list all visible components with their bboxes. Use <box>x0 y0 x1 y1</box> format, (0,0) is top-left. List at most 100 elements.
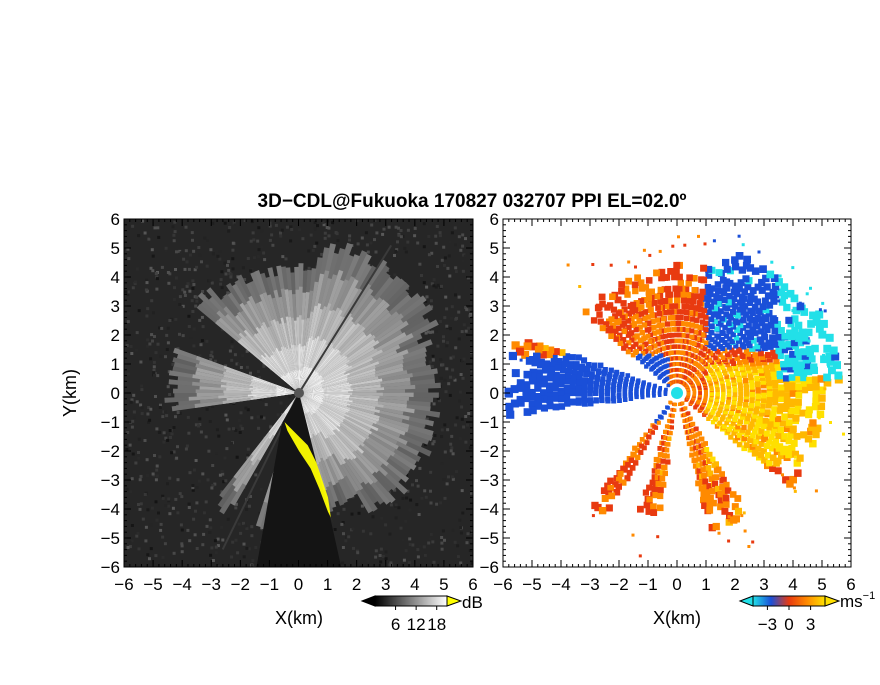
snr-noise-speck <box>223 456 227 460</box>
snr-noise-speck <box>449 356 453 360</box>
velocity-echo-pixel <box>704 391 708 396</box>
velocity-echo-pixel <box>729 358 735 364</box>
snr-noise-speck <box>453 378 457 382</box>
velocity-echo-pixel <box>685 321 691 327</box>
velocity-echo-pixel <box>660 481 667 488</box>
velocity-echo-pixel <box>715 466 722 473</box>
snr-noise-speck <box>269 425 273 429</box>
snr-noise-speck <box>241 354 245 358</box>
velocity-echo-pixel <box>819 319 828 328</box>
velocity-echo-pixel <box>562 355 570 363</box>
velocity-echo-pixel <box>774 320 781 328</box>
velocity-echo-pixel <box>540 404 548 412</box>
snr-noise-speck <box>470 369 473 373</box>
snr-noise-speck <box>223 221 227 225</box>
snr-noise-speck <box>397 506 401 510</box>
snr-noise-speck <box>443 423 447 427</box>
snr-noise-speck <box>191 486 195 490</box>
velocity-echo-pixel <box>671 414 675 418</box>
velocity-echo-pixel <box>783 386 791 393</box>
velocity-echo-pixel <box>661 441 666 446</box>
velocity-echo-pixel <box>663 392 668 396</box>
velocity-echo-pixel <box>774 457 782 465</box>
snr-noise-speck <box>192 327 196 331</box>
snr-noise-speck <box>466 423 469 427</box>
velocity-echo-pixel <box>777 403 784 410</box>
velocity-echo-pixel <box>787 365 794 373</box>
snr-echo-ray <box>284 393 299 412</box>
velocity-echo-pixel <box>729 491 737 498</box>
velocity-echo-pixel <box>733 343 739 349</box>
snr-noise-speck <box>263 258 267 262</box>
snr-noise-speck <box>213 539 217 543</box>
snr-noise-speck <box>463 254 467 258</box>
snr-noise-speck <box>129 345 133 348</box>
velocity-echo-pixel <box>773 358 780 365</box>
snr-noise-speck <box>184 225 188 229</box>
velocity-echo-pixel <box>757 415 764 422</box>
snr-noise-speck <box>145 314 149 318</box>
snr-noise-speck <box>140 412 144 416</box>
velocity-echo-pixel <box>581 394 588 400</box>
velocity-echo-pixel <box>622 386 628 392</box>
velocity-echo-pixel <box>666 383 670 388</box>
snr-noise-speck <box>234 428 238 432</box>
velocity-echo-pixel <box>653 349 658 354</box>
velocity-echo-pixel <box>786 289 795 298</box>
velocity-echo-pixel <box>630 352 636 358</box>
snr-noise-speck <box>429 299 433 303</box>
velocity-echo-pixel <box>673 402 678 407</box>
snr-noise-speck <box>146 553 150 557</box>
snr-x-tick-label: 0 <box>294 575 303 594</box>
velocity-echo-pixel <box>533 352 541 361</box>
velocity-outlier-pixel <box>781 473 784 477</box>
velocity-echo-pixel <box>588 373 595 380</box>
velocity-echo-pixel <box>671 326 677 332</box>
velocity-echo-pixel <box>778 384 785 391</box>
velocity-echo-pixel <box>783 402 790 410</box>
velocity-echo-pixel <box>823 378 832 387</box>
velocity-echo-pixel <box>535 369 543 377</box>
velocity-echo-pixel <box>645 301 652 308</box>
velocity-echo-pixel <box>523 342 532 351</box>
velocity-echo-pixel <box>684 309 690 316</box>
snr-noise-speck <box>220 270 224 274</box>
velocity-echo-pixel <box>628 390 633 395</box>
snr-noise-speck <box>251 231 255 235</box>
velocity-outlier-pixel <box>683 243 687 247</box>
snr-noise-speck <box>285 225 289 229</box>
velocity-echo-pixel <box>635 355 641 361</box>
snr-noise-speck <box>211 464 215 467</box>
snr-noise-speck <box>146 307 150 311</box>
velocity-outlier-pixel <box>805 292 809 296</box>
snr-noise-speck <box>172 426 176 429</box>
velocity-x-tick-label: 5 <box>817 575 826 594</box>
snr-noise-speck <box>161 555 165 559</box>
snr-noise-speck <box>164 249 168 253</box>
velocity-echo-pixel <box>714 348 720 354</box>
snr-noise-speck <box>176 445 179 449</box>
snr-noise-speck <box>348 234 352 238</box>
snr-noise-speck <box>132 410 136 414</box>
snr-saturated-echo <box>284 422 334 524</box>
velocity-colorbar-tick-label: 3 <box>806 615 815 634</box>
velocity-echo-pixel <box>820 355 828 364</box>
snr-noise-speck <box>225 418 229 422</box>
velocity-echo-pixel <box>692 305 699 311</box>
snr-noise-speck <box>239 424 243 428</box>
velocity-echo-pixel <box>755 360 762 366</box>
velocity-echo-pixel <box>697 324 703 330</box>
velocity-echo-pixel <box>759 265 767 273</box>
velocity-outlier-pixel <box>656 535 660 539</box>
velocity-echo-pixel <box>729 372 735 378</box>
snr-noise-speck <box>357 511 361 515</box>
snr-noise-speck <box>152 371 156 375</box>
velocity-echo-pixel <box>730 331 736 338</box>
velocity-echo-pixel <box>706 483 713 490</box>
snr-noise-speck <box>144 288 148 292</box>
snr-noise-speck <box>191 238 194 242</box>
velocity-echo-pixel <box>696 444 701 450</box>
snr-noise-speck <box>439 376 443 380</box>
velocity-echo-pixel <box>721 297 728 304</box>
